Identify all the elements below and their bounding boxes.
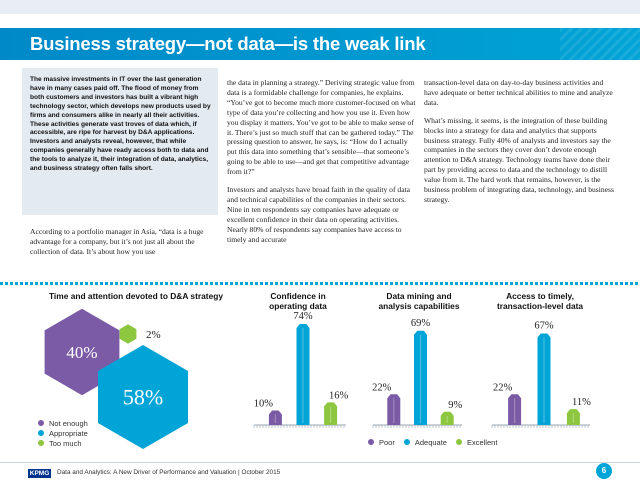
bar-value-label: 11%	[572, 397, 591, 408]
legend-swatch-green	[455, 439, 462, 445]
bar-chart-3: 22% 67% 11%	[491, 320, 591, 428]
bar-poor	[268, 410, 282, 425]
col1-paragraph-1: According to a portfolio manager in Asia…	[30, 227, 204, 256]
text-column-3: transaction-level data on day-to-day bus…	[424, 78, 616, 213]
title-band	[0, 28, 640, 60]
kpmg-logo: KPMG	[28, 469, 51, 478]
bar-value-label: 22%	[493, 382, 513, 393]
bar-value-label: 69%	[411, 318, 431, 329]
legend-label: Too much	[49, 438, 82, 448]
bar-chart-2-title: Data mining and analysis capabilities	[378, 291, 460, 311]
legend-swatch-green	[38, 440, 44, 446]
bar-poor	[508, 394, 522, 425]
pie-value-label: 40%	[66, 343, 97, 362]
legend-swatch-purple	[38, 420, 44, 426]
bar-value-label: 22%	[372, 382, 392, 393]
footer-text: Data and Analytics: A New Driver of Perf…	[57, 469, 281, 476]
bar-legend: Poor Adequate Excellent	[368, 437, 497, 447]
pie-chart-title: Time and attention devoted to D&A strate…	[48, 291, 224, 301]
pie-legend: Not enough Appropriate Too much	[38, 418, 88, 448]
pie-hexagon-too-much	[119, 324, 137, 344]
bar-excellent	[440, 411, 454, 425]
footer-rule	[0, 462, 640, 463]
col2-paragraph-1: the data in planning a strategy.” Derivi…	[227, 78, 416, 177]
bar-value-label: 10%	[254, 398, 274, 409]
intro-text: The massive investments in IT over the l…	[30, 76, 211, 173]
legend-label: Adequate	[414, 437, 447, 447]
legend-item-appropriate: Appropriate	[38, 428, 88, 438]
legend-item-excellent: Excellent	[455, 437, 498, 447]
bar-chart-1-title: Confidence in operating data	[269, 291, 327, 311]
bar-excellent	[324, 402, 338, 425]
bar-adequate	[296, 324, 310, 425]
col3-paragraph-2: What’s missing, it seems, is the integra…	[424, 115, 614, 204]
page-title: Business strategy—not data—is the weak l…	[30, 33, 426, 54]
legend-swatch-purple	[368, 439, 374, 445]
legend-label: Not enough	[49, 418, 88, 428]
legend-label: Poor	[379, 437, 395, 447]
legend-swatch-teal	[38, 430, 44, 436]
bar-chart-2: 22% 69% 9%	[372, 318, 462, 428]
pie-value-label: 2%	[146, 329, 161, 341]
legend-item-poor: Poor	[368, 437, 395, 447]
bar-charts: 10% 74% 16% 22% 69% 9% 22% 67% 11%	[253, 311, 591, 428]
bar-poor	[387, 394, 401, 425]
col3-paragraph-1: transaction-level data on day-to-day bus…	[424, 78, 613, 107]
text-column-1: According to a portfolio manager in Asia…	[30, 227, 214, 265]
legend-item-adequate: Adequate	[403, 437, 447, 447]
bar-chart-1: 10% 74% 16%	[253, 311, 349, 428]
bar-value-label: 16%	[329, 390, 349, 401]
legend-label: Excellent	[466, 437, 498, 447]
pie-value-label: 58%	[123, 385, 163, 410]
legend-label: Appropriate	[49, 428, 88, 438]
legend-item-not-enough: Not enough	[38, 418, 88, 428]
legend-item-too-much: Too much	[38, 438, 88, 448]
title-band-pattern	[560, 28, 640, 60]
page-number: 6	[596, 463, 612, 479]
top-strip	[0, 0, 640, 14]
pie-chart: 40% 58% 2%	[44, 308, 188, 449]
pie-hexagon-appropriate	[98, 345, 188, 449]
bar-value-label: 67%	[534, 320, 554, 331]
text-column-2: the data in planning a strategy.” Derivi…	[227, 78, 417, 253]
legend-swatch-teal	[403, 439, 410, 445]
col2-paragraph-2: Investors and analysts have broad faith …	[227, 185, 411, 244]
intro-box	[22, 68, 218, 215]
bar-value-label: 74%	[293, 311, 313, 322]
bar-excellent	[566, 409, 580, 425]
bar-adequate	[537, 333, 551, 425]
bar-value-label: 9%	[448, 400, 462, 411]
section-divider	[0, 282, 640, 285]
bar-adequate	[414, 330, 427, 425]
bar-chart-3-title: Access to timely, transaction-level data	[496, 291, 584, 311]
